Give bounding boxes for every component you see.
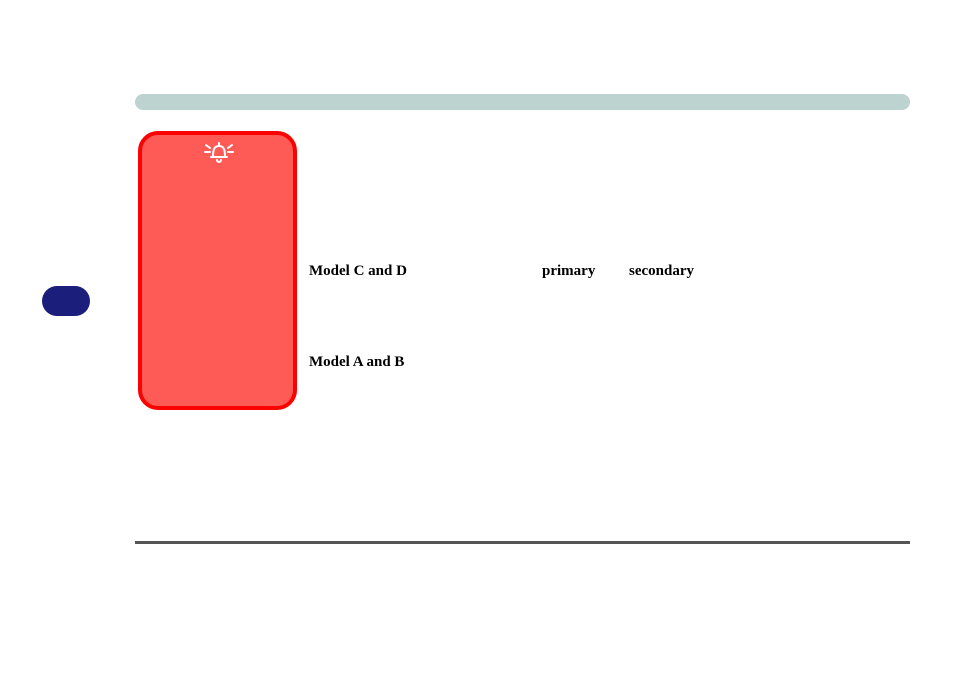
- red-panel: [138, 131, 297, 410]
- bottom-line: [135, 541, 910, 544]
- label-secondary: secondary: [629, 263, 694, 280]
- label-model-a-b: Model A and B: [309, 354, 404, 371]
- top-bar: [135, 94, 910, 110]
- label-primary: primary: [542, 263, 595, 280]
- label-model-c-d: Model C and D: [309, 263, 407, 280]
- bell-ringing-icon: [202, 139, 236, 165]
- blue-pill: [42, 286, 90, 316]
